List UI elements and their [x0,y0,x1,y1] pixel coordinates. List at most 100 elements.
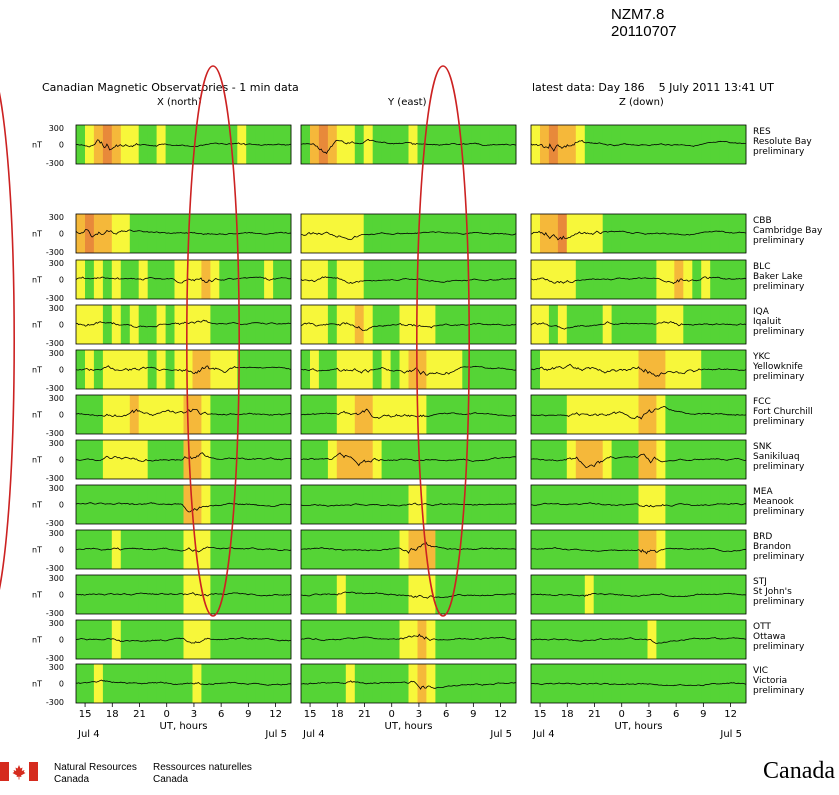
field-trace [301,231,517,241]
activity-band [310,530,320,569]
activity-band [336,350,347,389]
activity-band [426,395,436,434]
activity-band [183,125,193,164]
field-trace [530,637,747,644]
y-tick-label: -300 [46,159,64,168]
y-tick-label: -300 [46,698,64,707]
activity-band [719,260,729,299]
y-unit-label: nT [32,546,42,555]
activity-band [575,620,586,659]
activity-band [210,350,220,389]
activity-band [417,530,427,569]
activity-band [174,214,184,253]
activity-band [656,350,666,389]
activity-band [246,350,256,389]
activity-band [507,530,517,569]
activity-band [629,305,639,344]
activity-band [728,125,738,164]
activity-band [102,620,113,659]
activity-band [120,260,131,299]
activity-band [566,125,577,164]
x-date-end: Jul 5 [719,729,742,740]
activity-band [674,575,684,614]
activity-band [540,214,550,253]
panel-frame [530,619,747,660]
y-tick-label: 0 [59,636,64,645]
activity-band [611,620,621,659]
y-tick-label: 300 [49,439,64,448]
x-date-end: Jul 5 [264,729,287,740]
activity-band [647,620,657,659]
activity-band [435,485,445,524]
activity-band [102,440,113,479]
y-unit-label: nT [32,366,42,375]
activity-band [76,620,86,659]
activity-band [246,530,256,569]
activity-band [701,260,711,299]
activity-band [540,125,550,164]
x-tick-label: 18 [106,709,119,720]
activity-band [620,214,630,253]
activity-band [327,485,338,524]
activity-band [674,305,684,344]
activity-band [665,620,675,659]
activity-band [228,620,238,659]
activity-band [138,305,149,344]
activity-band [674,620,684,659]
activity-band [345,440,356,479]
panel-frame [530,394,747,435]
activity-band [566,305,577,344]
activity-band [85,485,95,524]
activity-band [120,440,131,479]
activity-band [273,214,283,253]
activity-band [345,305,356,344]
activity-band [417,305,427,344]
activity-band [102,350,113,389]
activity-band [408,305,418,344]
activity-band [593,485,604,524]
y-unit-label: nT [32,501,42,510]
panel-stj-z [530,574,747,615]
activity-band [210,530,220,569]
activity-band [219,440,229,479]
activity-band [129,305,140,344]
activity-band [602,350,613,389]
activity-band [336,395,347,434]
activity-band [638,350,648,389]
activity-band [201,214,211,253]
activity-band [210,395,220,434]
activity-band [471,305,481,344]
activity-band [372,620,383,659]
activity-band [602,125,613,164]
activity-band [336,214,347,253]
activity-band [120,214,131,253]
panel-stj-x [75,574,292,615]
activity-band [219,214,229,253]
y-tick-label: 300 [49,574,64,583]
y-tick-label: 300 [49,663,64,672]
y-tick-label: -300 [46,384,64,393]
activity-band [273,350,283,389]
activity-band [557,350,568,389]
activity-band [147,620,158,659]
activity-band [219,260,229,299]
activity-band [246,125,256,164]
activity-band [480,620,490,659]
station-name: Sanikiluaq [753,452,800,462]
activity-band [147,575,158,614]
activity-band [111,440,122,479]
y-tick-label: 0 [59,591,64,600]
x-date-start: Jul 4 [532,729,555,740]
y-tick-label: -300 [46,609,64,618]
activity-band [147,214,158,253]
activity-band [701,395,711,434]
activity-band [620,664,630,703]
panel-brd-z [530,529,747,570]
activity-band [381,395,391,434]
activity-band [264,485,274,524]
activity-band [489,575,499,614]
activity-band [719,575,729,614]
activity-band [692,350,702,389]
activity-band [548,620,559,659]
field-trace [300,365,517,376]
